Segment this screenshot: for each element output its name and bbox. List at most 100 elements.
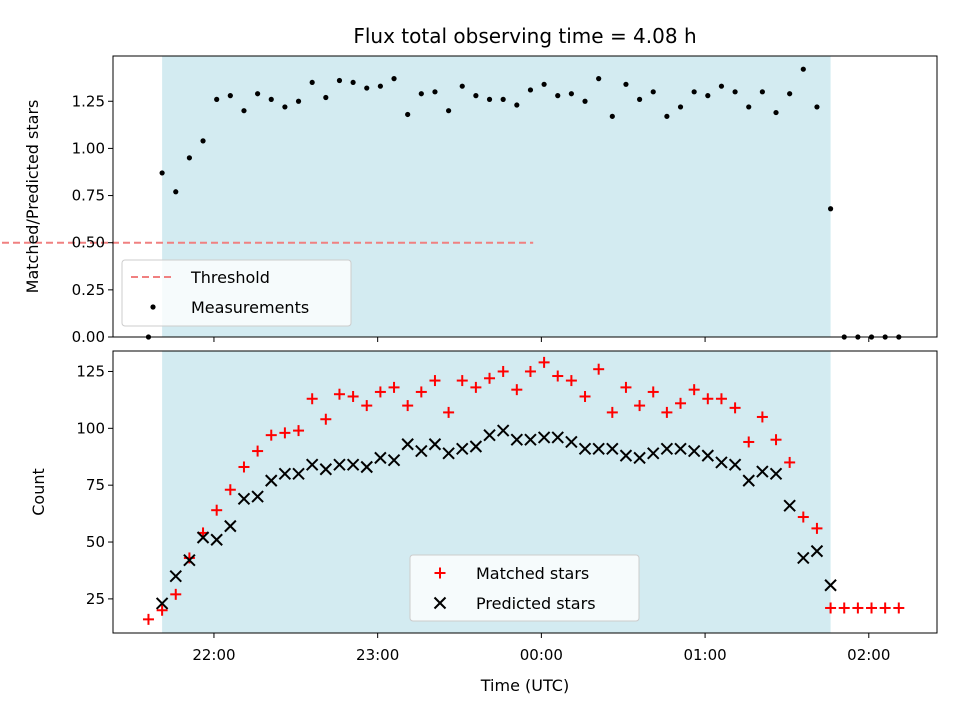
measurement-point xyxy=(323,94,329,101)
predicted-star-point xyxy=(824,579,837,592)
legend-predicted-swatch xyxy=(433,596,447,610)
predicted-star-point xyxy=(551,431,564,444)
matched-star-point xyxy=(211,504,223,516)
x-tick-label: 01:00 xyxy=(683,646,726,664)
chart-title: Flux total observing time = 4.08 h xyxy=(353,24,696,48)
predicted-star-point xyxy=(469,440,483,453)
measurement-point xyxy=(255,91,261,97)
matched-star-point xyxy=(374,386,386,398)
measurement-point xyxy=(773,109,779,116)
predicted-star-point xyxy=(674,442,687,455)
predicted-star-point xyxy=(715,456,728,469)
matched-star-point xyxy=(511,384,523,396)
bottom-panel: 25 50 75 100 125 22:00 23:00 00:00 01:00 02:00 C… xyxy=(29,350,938,695)
predicted-star-point xyxy=(524,433,537,446)
bottom-y-tick-label: 75 xyxy=(86,476,105,494)
matched-star-point xyxy=(347,390,359,402)
matched-star-point xyxy=(552,370,564,382)
measurement-point xyxy=(350,79,356,86)
predicted-star-point xyxy=(728,458,742,471)
predicted-star-point xyxy=(292,467,305,481)
bottom-y-ticks: 25 50 75 100 125 xyxy=(76,362,113,608)
measurement-point xyxy=(200,138,206,144)
matched-star-point xyxy=(715,393,727,405)
matched-star-point xyxy=(538,356,550,368)
measurement-point xyxy=(227,93,233,99)
measurement-point xyxy=(418,91,424,97)
measurement-point xyxy=(241,108,247,114)
matched-star-point xyxy=(647,386,659,398)
measurement-points xyxy=(145,66,902,340)
measurement-point xyxy=(677,104,684,110)
predicted-star-point xyxy=(756,465,769,478)
predicted-star-point xyxy=(333,458,346,471)
bottom-legend-box xyxy=(409,554,640,622)
predicted-star-point xyxy=(169,569,182,583)
predicted-star-point xyxy=(428,438,442,451)
matched-star-point xyxy=(688,384,700,396)
matched-star-point xyxy=(170,588,182,600)
top-panel: 0.00 0.25 0.50 0.75 1.00 1.25 Flux total obse… xyxy=(0,24,938,346)
matched-star-point xyxy=(224,484,236,496)
measurement-point xyxy=(364,85,370,91)
legend-measurements-swatch xyxy=(150,304,156,310)
matched-star-point xyxy=(838,602,850,614)
predicted-star-point xyxy=(701,449,715,462)
predicted-star-point xyxy=(537,431,551,444)
bottom-y-axis-label: Count xyxy=(29,468,48,516)
matched-star-point xyxy=(238,461,250,473)
matched-star-point xyxy=(866,602,878,614)
measurement-point xyxy=(636,96,643,102)
matched-star-point xyxy=(456,375,468,387)
legend-threshold-label: Threshold xyxy=(190,268,270,287)
bottom-y-tick-label: 50 xyxy=(86,533,105,551)
predicted-star-point xyxy=(251,490,264,503)
measurement-point xyxy=(309,79,315,86)
top-y-axis-label: Matched/Predicted stars xyxy=(23,100,42,294)
predicted-star-point xyxy=(442,447,455,460)
matched-star-point xyxy=(293,425,305,437)
matched-star-point xyxy=(729,402,741,414)
measurement-point xyxy=(214,96,220,102)
measurement-point xyxy=(746,104,752,110)
predicted-star-point xyxy=(155,597,169,610)
measurement-point xyxy=(827,206,834,212)
predicted-star-point xyxy=(401,438,414,451)
matched-star-point xyxy=(524,365,536,377)
matched-star-point xyxy=(443,406,455,418)
matched-star-point xyxy=(388,381,400,393)
legend-predicted-label: Predicted stars xyxy=(476,594,596,613)
matched-star-point xyxy=(156,604,168,616)
matched-star-point xyxy=(756,411,768,423)
measurement-point xyxy=(500,96,506,102)
matched-star-point xyxy=(279,427,291,439)
x-tick-label: 23:00 xyxy=(356,646,399,664)
matched-star-point xyxy=(565,375,577,387)
measurement-point xyxy=(159,170,165,176)
predicted-star-point xyxy=(510,433,524,446)
x-tick-label: 02:00 xyxy=(847,646,890,664)
predicted-star-point xyxy=(687,444,701,458)
matched-star-point xyxy=(784,456,796,468)
predicted-star-point xyxy=(606,442,619,455)
matched-star-point xyxy=(265,429,277,441)
x-tick-label: 22:00 xyxy=(192,646,235,664)
predicted-star-point xyxy=(210,533,223,546)
matched-star-point xyxy=(797,511,809,523)
top-y-tick-label: 1.00 xyxy=(72,139,105,157)
predicted-star-point xyxy=(196,531,210,544)
matched-star-point xyxy=(333,388,345,400)
top-y-tick-label: 1.25 xyxy=(72,92,105,110)
legend-measurements-label: Measurements xyxy=(191,298,309,317)
matched-star-point xyxy=(620,381,632,393)
predicted-star-point xyxy=(305,458,319,471)
measurement-point xyxy=(173,189,179,195)
measurement-point xyxy=(541,81,547,87)
top-y-ticks: 0.00 0.25 0.50 0.75 1.00 1.25 xyxy=(72,92,113,346)
measurement-point xyxy=(568,91,574,97)
predicted-star-point xyxy=(237,492,251,506)
bottom-y-tick-label: 125 xyxy=(76,362,105,380)
matched-star-points xyxy=(142,356,905,625)
predicted-star-point xyxy=(346,458,360,471)
predicted-star-point xyxy=(783,499,796,512)
